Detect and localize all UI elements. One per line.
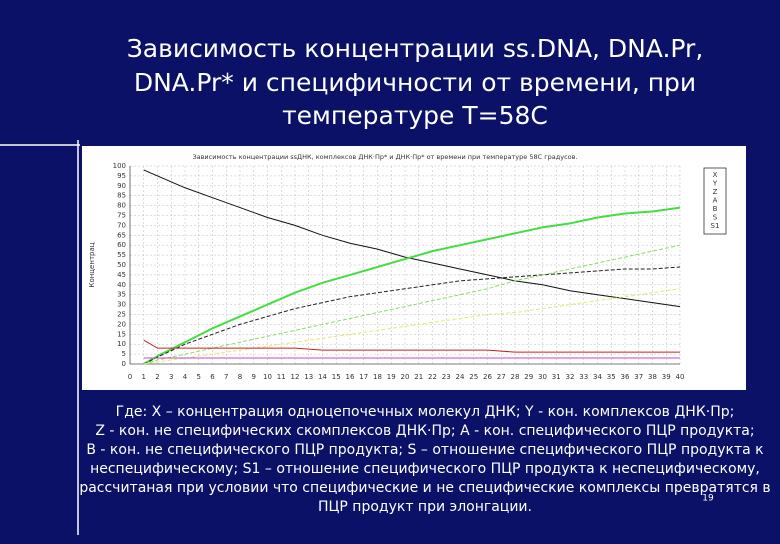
x-tick-label: 23 xyxy=(442,373,451,381)
x-tick-label: 28 xyxy=(511,373,520,381)
x-tick-label: 31 xyxy=(552,373,561,381)
x-tick-label: 36 xyxy=(621,373,630,381)
chart-title: Зависимость концентрации ssДНК, комплекс… xyxy=(192,153,577,161)
y-tick-label: 15 xyxy=(117,330,126,338)
x-tick-label: 16 xyxy=(346,373,355,381)
x-tick-label: 29 xyxy=(524,373,533,381)
x-tick-label: 26 xyxy=(483,373,492,381)
legend-label: Y xyxy=(712,180,718,188)
line-series xyxy=(143,244,681,365)
x-tick-label: 8 xyxy=(238,373,242,381)
x-tick-label: 37 xyxy=(634,373,643,381)
caption: Z - кон. не специфических скомплексов ДН… xyxy=(95,423,754,439)
y-tick-label: 25 xyxy=(117,311,126,319)
y-tick-label: 5 xyxy=(122,350,126,358)
slide-number: 19 xyxy=(702,494,714,504)
y-axis-label: Концентрац xyxy=(88,242,96,287)
y-tick-label: 20 xyxy=(117,320,126,328)
legend-label: S1 xyxy=(711,222,720,230)
x-tick-label: 7 xyxy=(224,373,228,381)
y-tick-label: 95 xyxy=(117,172,126,180)
x-tick-label: 14 xyxy=(318,373,327,381)
legend-label: X xyxy=(713,171,718,179)
y-tick-label: 30 xyxy=(117,301,126,309)
legend-label: S xyxy=(713,214,718,222)
x-tick-label: 18 xyxy=(373,373,382,381)
y-tick-label: 50 xyxy=(117,261,126,269)
y-tick-label: 35 xyxy=(117,291,126,299)
caption: B - кон. не специфического ПЦР продукта;… xyxy=(86,442,763,458)
line-series xyxy=(143,169,681,308)
x-tick-label: 34 xyxy=(593,373,602,381)
x-tick-label: 40 xyxy=(676,373,685,381)
slide-title: Зависимость концентрации ss.DNA, DNA.Pr, xyxy=(127,34,704,63)
y-tick-label: 80 xyxy=(117,202,126,210)
x-tick-label: 33 xyxy=(579,373,588,381)
y-tick-label: 60 xyxy=(117,241,126,249)
caption: Где: X – концентрация одноцепочечных мол… xyxy=(116,404,735,420)
x-tick-label: 10 xyxy=(263,373,272,381)
x-tick-label: 38 xyxy=(648,373,657,381)
x-tick-label: 22 xyxy=(428,373,437,381)
line-series xyxy=(143,266,681,365)
y-tick-label: 10 xyxy=(117,340,126,348)
x-tick-label: 2 xyxy=(155,373,159,381)
x-tick-label: 0 xyxy=(128,373,132,381)
y-tick-label: 0 xyxy=(122,360,126,368)
caption: рассчитаная при условии что специфически… xyxy=(79,480,770,496)
y-tick-label: 100 xyxy=(113,162,126,170)
x-tick-label: 5 xyxy=(197,373,201,381)
x-tick-label: 25 xyxy=(469,373,478,381)
y-tick-label: 65 xyxy=(117,231,126,239)
x-tick-label: 12 xyxy=(291,373,300,381)
x-tick-label: 32 xyxy=(566,373,575,381)
x-tick-label: 13 xyxy=(304,373,313,381)
x-tick-label: 24 xyxy=(456,373,465,381)
y-tick-label: 90 xyxy=(117,182,126,190)
y-tick-label: 55 xyxy=(117,251,126,259)
x-tick-label: 27 xyxy=(497,373,506,381)
legend-label: B xyxy=(713,205,718,213)
x-tick-label: 30 xyxy=(538,373,547,381)
x-tick-label: 21 xyxy=(414,373,423,381)
y-tick-label: 70 xyxy=(117,221,126,229)
line-series xyxy=(143,206,681,365)
x-tick-label: 4 xyxy=(183,373,188,381)
y-tick-label: 40 xyxy=(117,281,126,289)
legend xyxy=(703,167,727,235)
x-tick-label: 6 xyxy=(210,373,215,381)
slide-title: температуре T=58C xyxy=(282,101,548,130)
x-tick-label: 19 xyxy=(387,373,396,381)
legend-label: Z xyxy=(713,188,718,196)
caption: неспецифическому; S1 – отношение специфи… xyxy=(90,461,760,477)
x-tick-label: 15 xyxy=(332,373,341,381)
line-series xyxy=(143,339,680,353)
y-tick-label: 85 xyxy=(117,192,126,200)
x-tick-label: 11 xyxy=(277,373,286,381)
x-tick-label: 9 xyxy=(252,373,256,381)
slide-title: DNA.Pr* и специфичности от времени, при xyxy=(134,68,696,97)
y-tick-label: 75 xyxy=(117,212,126,220)
x-tick-label: 35 xyxy=(607,373,616,381)
legend-label: A xyxy=(713,197,718,205)
caption: ПЦР продукт при элонгации. xyxy=(318,499,532,515)
x-tick-label: 17 xyxy=(359,373,368,381)
x-tick-label: 39 xyxy=(662,373,671,381)
chart-background xyxy=(82,146,746,390)
y-tick-label: 45 xyxy=(117,271,126,279)
line-series xyxy=(143,288,681,365)
x-tick-label: 3 xyxy=(169,373,173,381)
x-tick-label: 20 xyxy=(401,373,410,381)
x-tick-label: 1 xyxy=(142,373,146,381)
